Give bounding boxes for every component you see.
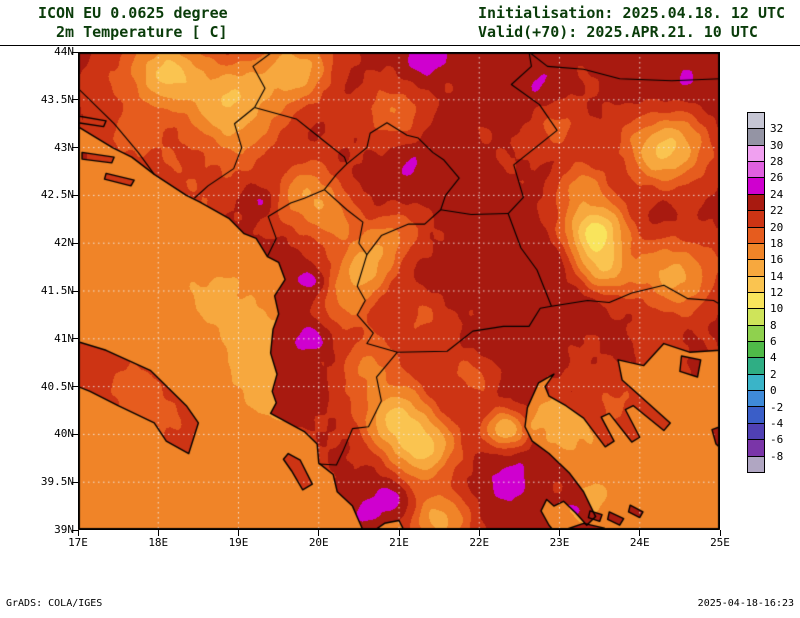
colorbar-label: 28 <box>770 155 784 169</box>
x-axis-tick <box>318 530 320 536</box>
colorbar-label: -8 <box>770 449 784 463</box>
x-axis-tick <box>478 530 480 536</box>
colorbar-label: 26 <box>770 171 784 185</box>
y-axis-tick <box>72 433 78 435</box>
y-axis-tick <box>72 194 78 196</box>
colorbar-segment <box>748 178 764 195</box>
x-axis-label: 18E <box>148 536 169 549</box>
colorbar-label: 12 <box>770 286 784 299</box>
colorbar-label: -6 <box>770 433 784 447</box>
colorbar-label: 18 <box>770 236 784 250</box>
y-axis-label: 44N <box>54 45 74 58</box>
y-axis-label: 42.5N <box>40 188 74 202</box>
y-axis-tick <box>72 386 78 388</box>
colorbar-segment <box>748 407 764 424</box>
x-axis-tick <box>559 530 560 536</box>
x-axis-label: 21E <box>389 536 409 549</box>
model-title: ICON EU 0.0625 degree <box>38 4 228 22</box>
y-axis-tick <box>72 242 78 244</box>
colorbar-label: 6 <box>770 335 777 349</box>
x-axis-label: 17E <box>68 536 88 549</box>
y-axis-label: 40.5N <box>40 379 74 393</box>
header-divider <box>0 45 800 46</box>
colorbar-column <box>747 112 765 473</box>
colorbar-segment <box>748 113 764 130</box>
colorbar: 32 30 28 26 24 22 20 18 16 14 12 10 8 6 4 2 0 -2 -4 -6 -8 <box>747 112 800 478</box>
y-axis-label: 41N <box>54 331 74 345</box>
init-time-label: Initialisation: 2025.04.18. 12 UTC <box>478 4 786 22</box>
x-axis-tick <box>398 530 400 536</box>
y-axis-label: 39.5N <box>40 475 74 489</box>
colorbar-label: 24 <box>770 187 784 201</box>
y-axis-tick <box>72 481 78 483</box>
colorbar-label: -2 <box>770 400 784 414</box>
x-axis-tick <box>157 530 159 536</box>
x-axis-label: 23E <box>549 536 570 549</box>
colorbar-label: 4 <box>770 351 777 365</box>
x-axis-tick <box>238 530 239 536</box>
field-title: 2m Temperature [ C] <box>56 23 228 41</box>
x-axis-label: 22E <box>469 536 490 549</box>
map-area: 44N 43.5N 43N 42.5N 42N 41.5N 41N 40.5N 40N 39.5N… <box>41 45 730 549</box>
y-axis-label: 43.5N <box>40 92 74 106</box>
colorbar-label: 0 <box>770 384 777 398</box>
y-axis-label: 43N <box>54 140 74 154</box>
colorbar-segment <box>748 440 764 457</box>
colorbar-label: 16 <box>770 253 784 267</box>
grads-credit: GrADS: COLA/IGES <box>6 598 103 609</box>
colorbar-label: 20 <box>770 220 784 234</box>
x-axis-tick <box>719 530 721 536</box>
colorbar-label: 22 <box>770 204 784 218</box>
colorbar-label: 8 <box>770 318 777 332</box>
colorbar-segment <box>748 211 764 228</box>
colorbar-segment <box>748 292 764 310</box>
colorbar-segment <box>748 342 764 359</box>
colorbar-label: -4 <box>770 416 784 430</box>
x-axis-label: 25E <box>710 536 730 549</box>
colorbar-label: 14 <box>770 269 784 283</box>
y-axis-tick <box>72 99 78 101</box>
colorbar-segment <box>748 162 764 179</box>
colorbar-segment <box>748 129 764 146</box>
y-axis-label: 40N <box>54 427 74 441</box>
colorbar-segment <box>748 227 764 244</box>
colorbar-segment <box>748 374 764 392</box>
x-axis-label: 24E <box>629 536 650 549</box>
colorbar-segment <box>748 391 764 408</box>
colorbar-segment <box>748 243 764 261</box>
x-axis-label: 20E <box>308 536 329 549</box>
x-axis-label: 19E <box>228 536 249 549</box>
colorbar-segment <box>748 423 764 441</box>
y-axis-tick <box>72 147 78 149</box>
y-axis-label: 41.5N <box>40 284 74 297</box>
colorbar-segment <box>748 194 764 212</box>
colorbar-label: 10 <box>770 302 784 316</box>
y-axis-tick <box>72 338 78 340</box>
colorbar-segment <box>748 276 764 293</box>
y-axis-label: 42N <box>54 236 74 250</box>
colorbar-label: 32 <box>770 122 784 136</box>
colorbar-label: 2 <box>770 367 777 381</box>
y-axis-label: 39N <box>54 523 74 536</box>
colorbar-segment <box>748 325 764 343</box>
colorbar-segment <box>748 260 764 277</box>
colorbar-segment <box>748 309 764 326</box>
y-axis-tick <box>72 529 78 531</box>
y-axis-tick <box>72 51 78 53</box>
creation-timestamp: 2025-04-18-16:23 <box>697 598 794 609</box>
colorbar-segment <box>748 358 764 375</box>
colorbar-label: 30 <box>770 138 784 152</box>
colorbar-segment <box>748 145 764 163</box>
colorbar-segment <box>748 456 764 472</box>
valid-time-label: Valid(+70): 2025.APR.21. 10 UTC <box>478 23 758 41</box>
map-canvas <box>78 52 720 530</box>
x-axis-tick <box>639 530 641 536</box>
y-axis-tick <box>72 290 78 292</box>
x-axis-tick <box>77 530 79 536</box>
